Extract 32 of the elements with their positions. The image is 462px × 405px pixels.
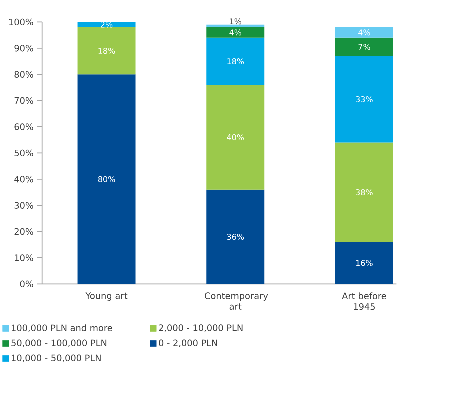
legend-label: 2,000 - 10,000 PLN: [159, 324, 243, 332]
bar: [335, 56, 394, 143]
legend-label: 0 - 2,000 PLN: [159, 340, 218, 348]
bar: [78, 27, 136, 75]
bar: [335, 38, 394, 56]
y-tick-label: 30%: [14, 202, 34, 209]
bar: [335, 27, 394, 38]
legend-label: 100,000 PLN and more: [12, 324, 112, 332]
bar: [206, 27, 265, 38]
bar: [206, 190, 265, 284]
bar: [206, 38, 265, 86]
y-tick-label: 100%: [9, 18, 34, 26]
legend-label: 10,000 - 50,000 PLN: [12, 354, 101, 362]
bar: [206, 24, 265, 28]
x-tick-label: Art before 1945: [342, 292, 386, 310]
bar: [78, 74, 136, 284]
y-tick-label: 60%: [14, 124, 34, 130]
bar: [206, 85, 265, 190]
y-tick-label: 0%: [20, 280, 34, 288]
y-tick-label: 20%: [14, 228, 34, 236]
y-tick-label: 10%: [15, 254, 34, 262]
bar: [335, 142, 394, 242]
y-tick-label: 50%: [14, 150, 34, 157]
x-tick-label: Contemporary art: [205, 292, 268, 310]
bar: [335, 242, 394, 284]
bar: [78, 22, 136, 28]
legend-label: 50,000 - 100,000 PLN: [12, 340, 107, 348]
y-tick-label: 90%: [14, 45, 34, 52]
y-tick-label: 70%: [14, 97, 34, 104]
y-tick-label: 40%: [14, 176, 34, 183]
x-tick-label: Young art: [86, 292, 128, 301]
y-tick-label: 80%: [14, 71, 34, 78]
